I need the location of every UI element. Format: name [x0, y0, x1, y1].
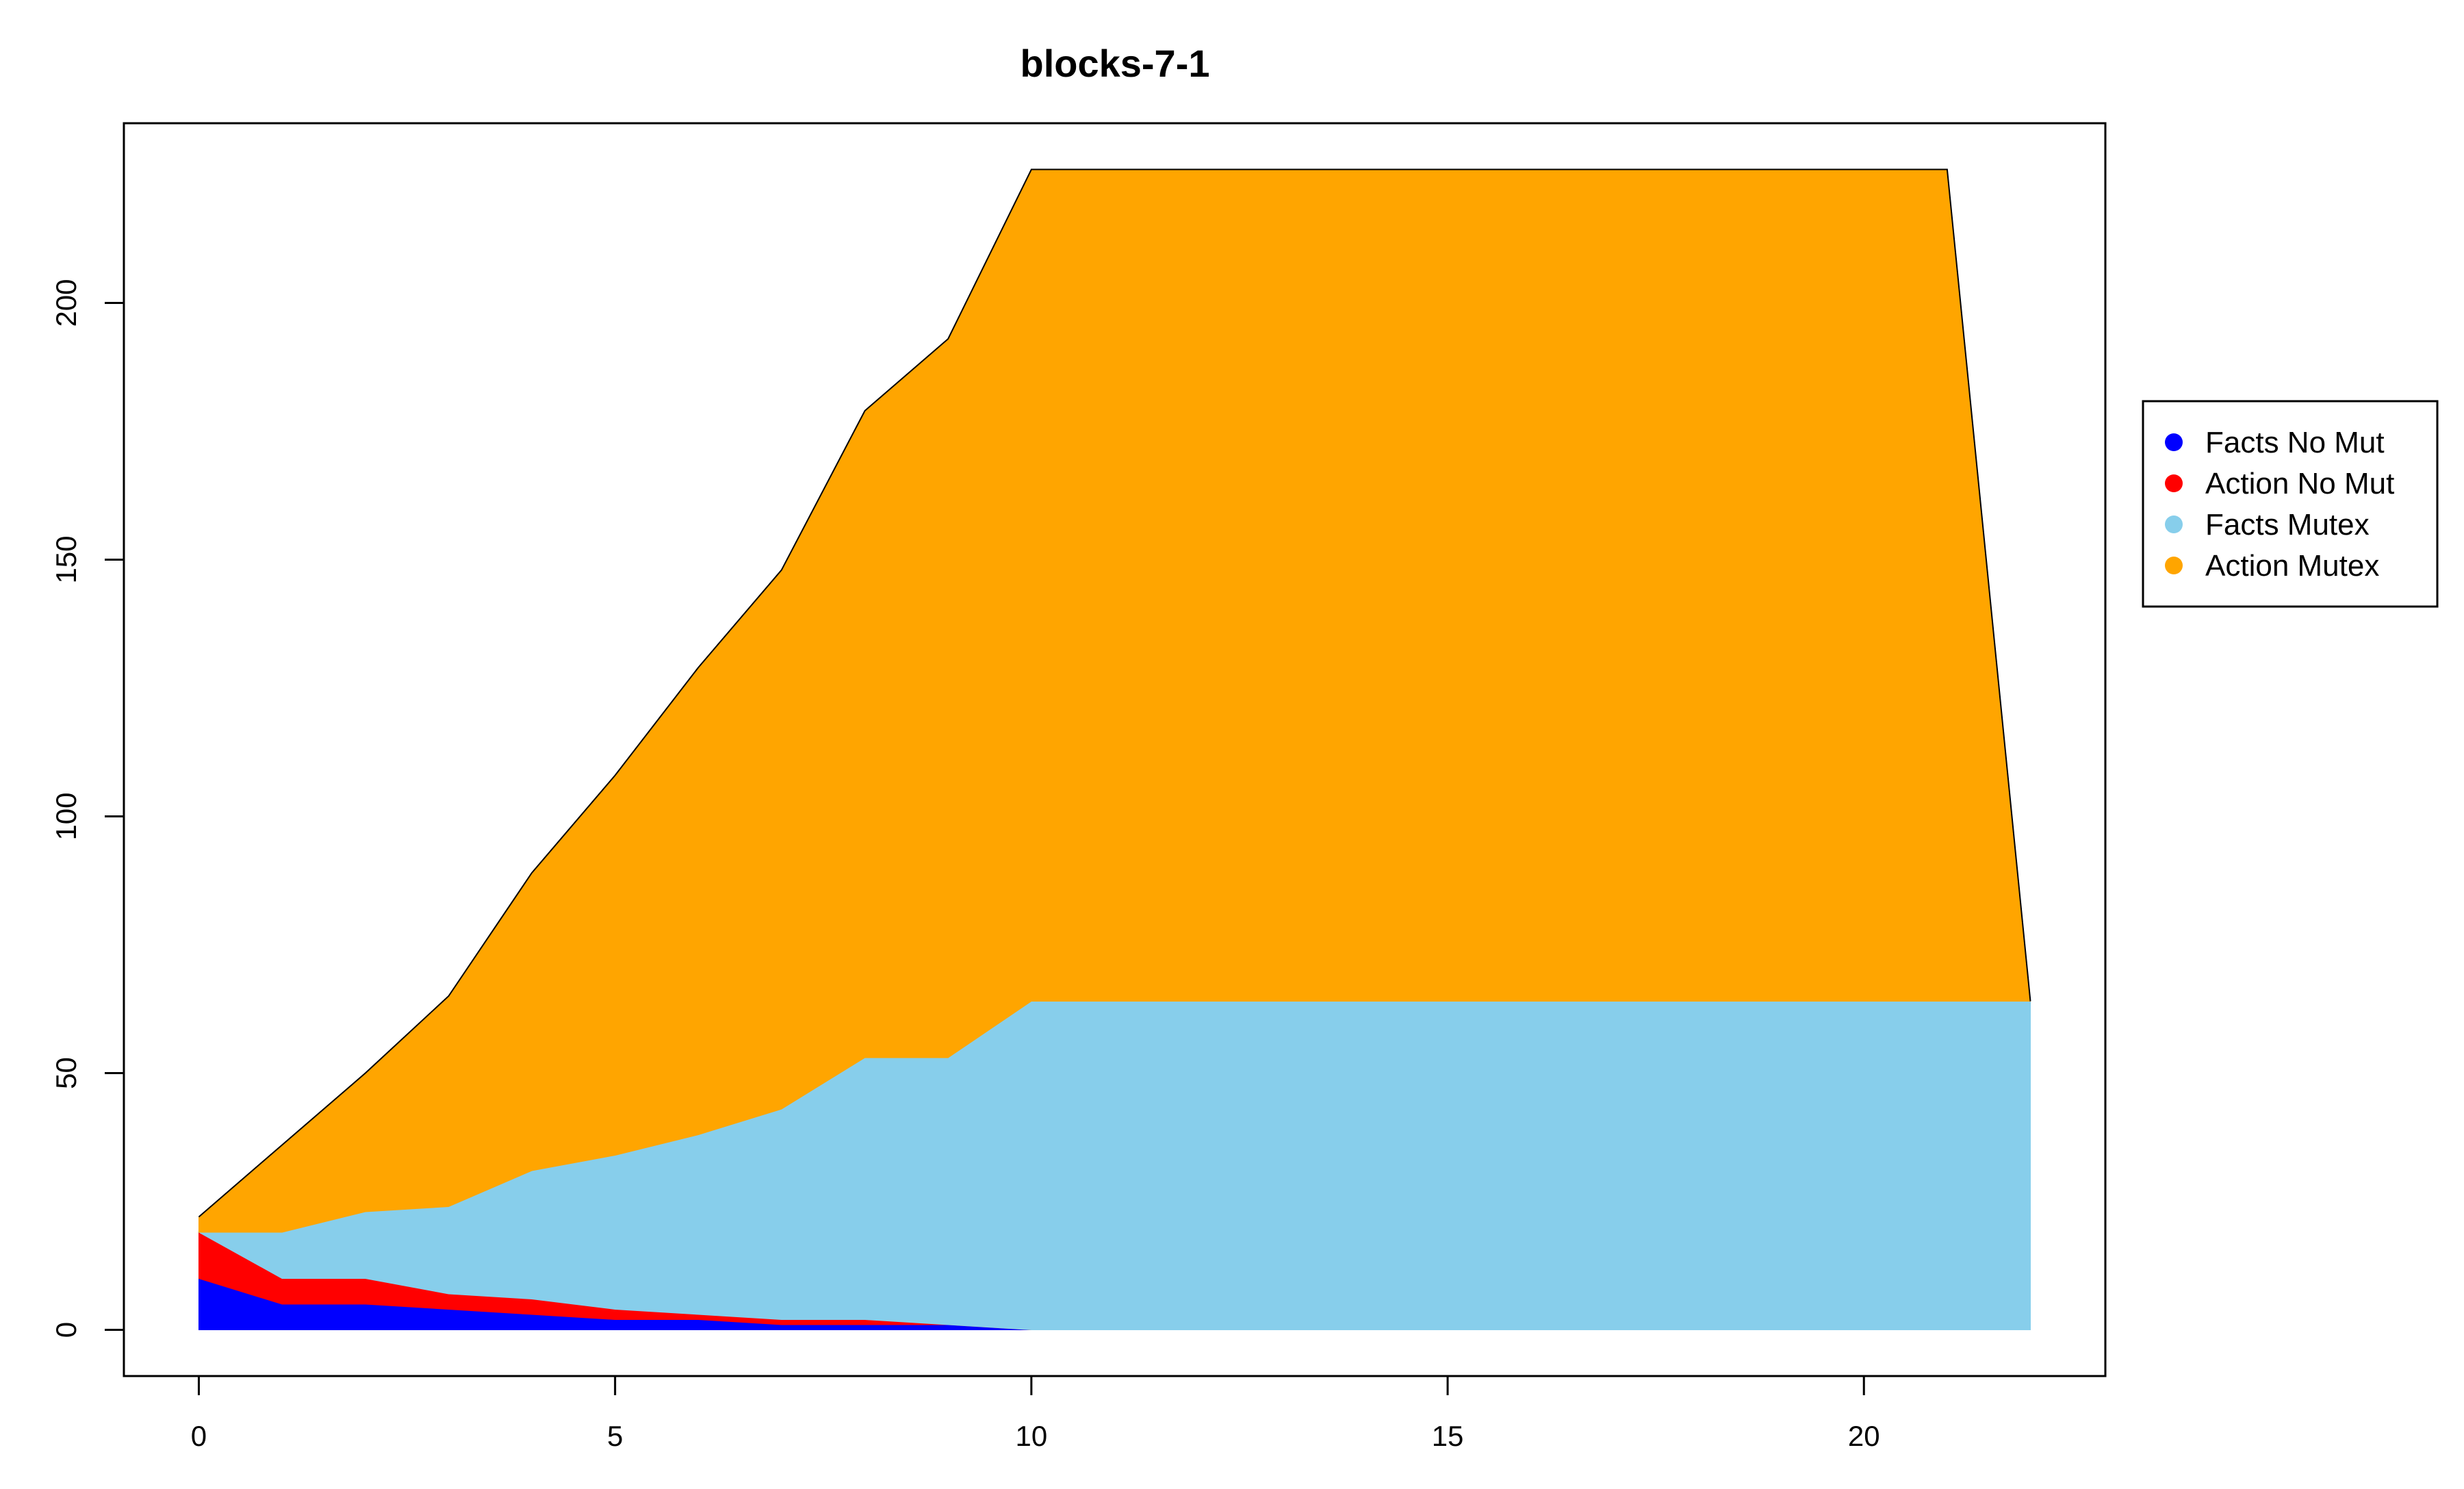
legend: Facts No Mut Action No Mut Facts Mutex Acti… — [2142, 400, 2439, 608]
total-outline — [198, 168, 2031, 1218]
chart-title: blocks-7-1 — [1021, 42, 1210, 85]
x-tick-label-15: 15 — [1432, 1420, 1464, 1452]
x-axis: 0 5 10 15 20 — [191, 1375, 1880, 1452]
x-tick-label-5: 5 — [607, 1420, 623, 1452]
y-tick-label-200: 200 — [50, 279, 82, 327]
y-tick-label-50: 50 — [50, 1057, 82, 1089]
stacked-areas — [197, 169, 2031, 1330]
total-outline-line — [198, 168, 2031, 1218]
legend-label-3: Action Mutex — [2205, 549, 2379, 583]
legend-marker-3 — [2165, 557, 2183, 574]
y-axis: 0 50 100 150 200 — [50, 279, 125, 1338]
legend-label-1: Action No Mut — [2205, 467, 2394, 500]
legend-label-2: Facts Mutex — [2205, 508, 2370, 542]
legend-marker-0 — [2165, 433, 2183, 451]
x-tick-label-20: 20 — [1848, 1420, 1880, 1452]
y-tick-label-0: 0 — [50, 1322, 82, 1338]
x-tick-label-10: 10 — [1016, 1420, 1048, 1452]
y-tick-label-150: 150 — [50, 535, 82, 583]
x-tick-label-0: 0 — [191, 1420, 207, 1452]
legend-marker-2 — [2165, 516, 2183, 533]
y-tick-label-100: 100 — [50, 792, 82, 840]
legend-box — [2142, 400, 2439, 608]
legend-label-0: Facts No Mut — [2205, 426, 2385, 459]
legend-marker-1 — [2165, 474, 2183, 492]
